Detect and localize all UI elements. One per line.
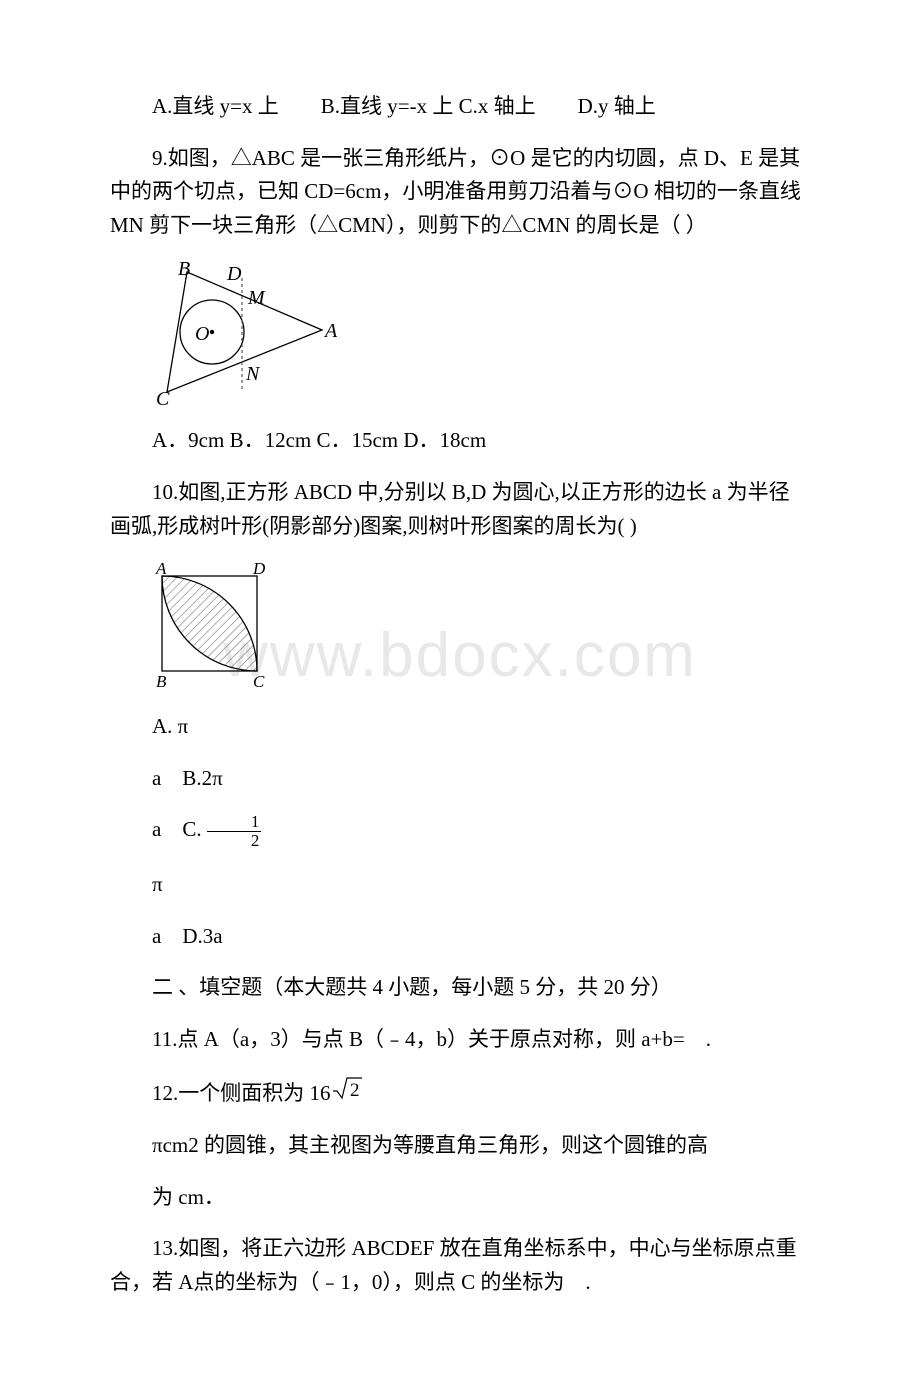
svg-text:B: B [178, 260, 190, 280]
q10-opt-pi: π [110, 868, 810, 902]
svg-text:A: A [323, 320, 338, 342]
q10-opt-a: A. π [110, 710, 810, 744]
svg-text:C: C [156, 388, 170, 410]
q9-stem: 9.如图，△ABC 是一张三角形纸片，⊙O 是它的内切圆，点 D、E 是其中的两… [110, 142, 810, 243]
svg-text:C: C [253, 672, 265, 691]
svg-text:2: 2 [350, 1080, 360, 1100]
svg-text:O: O [195, 323, 209, 345]
svg-text:N: N [245, 363, 261, 385]
q10-d-text: a D.3a [152, 924, 223, 948]
svg-text:D: D [252, 561, 266, 578]
q12-line1: 12.一个侧面积为 16 2 [110, 1074, 810, 1111]
q9-figure: D B M A O N C [142, 260, 810, 410]
svg-text:A: A [155, 561, 167, 578]
q8-options: A.直线 y=x 上 B.直线 y=-x 上 C.x 轴上 D.y 轴上 [110, 90, 810, 124]
svg-text:D: D [226, 263, 242, 285]
q10-a-text: A. π [152, 714, 188, 738]
q10-opt-b: a B.2π [110, 762, 810, 796]
page-content: A.直线 y=x 上 B.直线 y=-x 上 C.x 轴上 D.y 轴上 9.如… [110, 90, 810, 1299]
q10-c-prefix: a C. [152, 818, 207, 842]
q12-line2: πcm2 的圆锥，其主视图为等腰直角三角形，则这个圆锥的高 [110, 1129, 810, 1163]
q13: 13.如图，将正六边形 ABCDEF 放在直角坐标系中，中心与坐标原点重合，若 … [110, 1232, 810, 1299]
q10-pi-text: π [152, 872, 163, 896]
q10-stem: 10.如图,正方形 ABCD 中,分别以 B,D 为圆心,以正方形的边长 a 为… [110, 476, 810, 543]
q10-opt-d: a D.3a [110, 920, 810, 954]
frac-den: 2 [207, 832, 262, 850]
q12-prefix: 12.一个侧面积为 16 [152, 1081, 331, 1105]
q10-b-text: a B.2π [152, 766, 223, 790]
q9-options: A．9cm B．12cm C．15cm D．18cm [110, 424, 810, 458]
q10-opt-c: a C. 1 2 [110, 813, 810, 850]
q10-figure: A D B C [142, 561, 810, 696]
svg-text:M: M [247, 287, 266, 309]
q12-line3: 为 cm． [110, 1181, 810, 1215]
section2-heading: 二 、填空题（本大题共 4 小题，每小题 5 分，共 20 分） [110, 971, 810, 1005]
svg-text:B: B [156, 672, 167, 691]
q11: 11.点 A（a，3）与点 B（﹣4，b）关于原点对称，则 a+b= . [110, 1023, 810, 1057]
frac-num: 1 [207, 813, 262, 832]
